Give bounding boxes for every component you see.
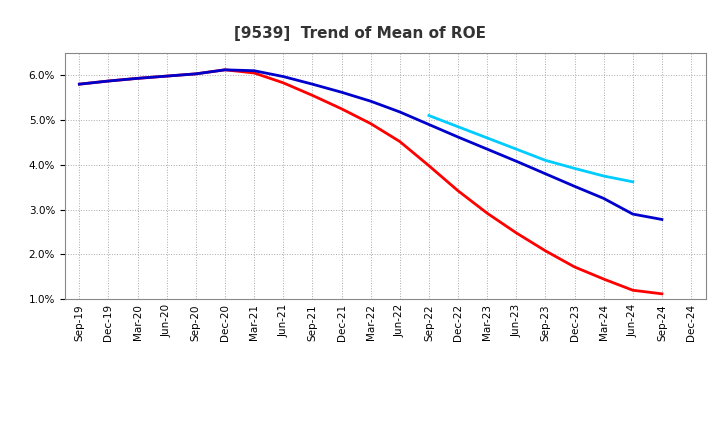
3 Years bbox=[366, 121, 375, 126]
5 Years bbox=[366, 99, 375, 104]
3 Years bbox=[454, 188, 462, 194]
3 Years bbox=[192, 71, 200, 77]
3 Years bbox=[425, 163, 433, 169]
5 Years bbox=[104, 78, 113, 84]
5 Years bbox=[483, 147, 492, 152]
7 Years bbox=[425, 113, 433, 118]
5 Years bbox=[425, 122, 433, 127]
5 Years bbox=[454, 134, 462, 139]
3 Years bbox=[483, 211, 492, 216]
Line: 3 Years: 3 Years bbox=[79, 70, 662, 294]
3 Years bbox=[279, 80, 287, 85]
5 Years bbox=[337, 90, 346, 95]
5 Years bbox=[629, 212, 637, 217]
5 Years bbox=[541, 171, 550, 176]
5 Years bbox=[279, 74, 287, 79]
3 Years bbox=[337, 106, 346, 111]
3 Years bbox=[220, 67, 229, 73]
Text: [9539]  Trend of Mean of ROE: [9539] Trend of Mean of ROE bbox=[234, 26, 486, 41]
5 Years bbox=[250, 68, 258, 73]
3 Years bbox=[75, 81, 84, 87]
3 Years bbox=[104, 78, 113, 84]
5 Years bbox=[657, 217, 666, 222]
5 Years bbox=[599, 196, 608, 201]
3 Years bbox=[163, 73, 171, 79]
3 Years bbox=[512, 230, 521, 235]
3 Years bbox=[599, 276, 608, 282]
5 Years bbox=[133, 76, 142, 81]
3 Years bbox=[395, 139, 404, 144]
5 Years bbox=[308, 81, 317, 87]
7 Years bbox=[570, 166, 579, 171]
7 Years bbox=[599, 173, 608, 179]
5 Years bbox=[163, 73, 171, 79]
5 Years bbox=[220, 67, 229, 73]
3 Years bbox=[133, 76, 142, 81]
7 Years bbox=[454, 124, 462, 129]
5 Years bbox=[192, 71, 200, 77]
3 Years bbox=[250, 70, 258, 76]
5 Years bbox=[570, 183, 579, 189]
7 Years bbox=[541, 158, 550, 163]
3 Years bbox=[570, 264, 579, 270]
5 Years bbox=[75, 81, 84, 87]
7 Years bbox=[483, 135, 492, 140]
3 Years bbox=[657, 291, 666, 297]
5 Years bbox=[512, 158, 521, 164]
3 Years bbox=[308, 93, 317, 98]
3 Years bbox=[629, 288, 637, 293]
3 Years bbox=[541, 248, 550, 253]
Line: 7 Years: 7 Years bbox=[429, 116, 633, 182]
5 Years bbox=[395, 109, 404, 114]
Line: 5 Years: 5 Years bbox=[79, 70, 662, 220]
7 Years bbox=[512, 147, 521, 152]
7 Years bbox=[629, 179, 637, 184]
